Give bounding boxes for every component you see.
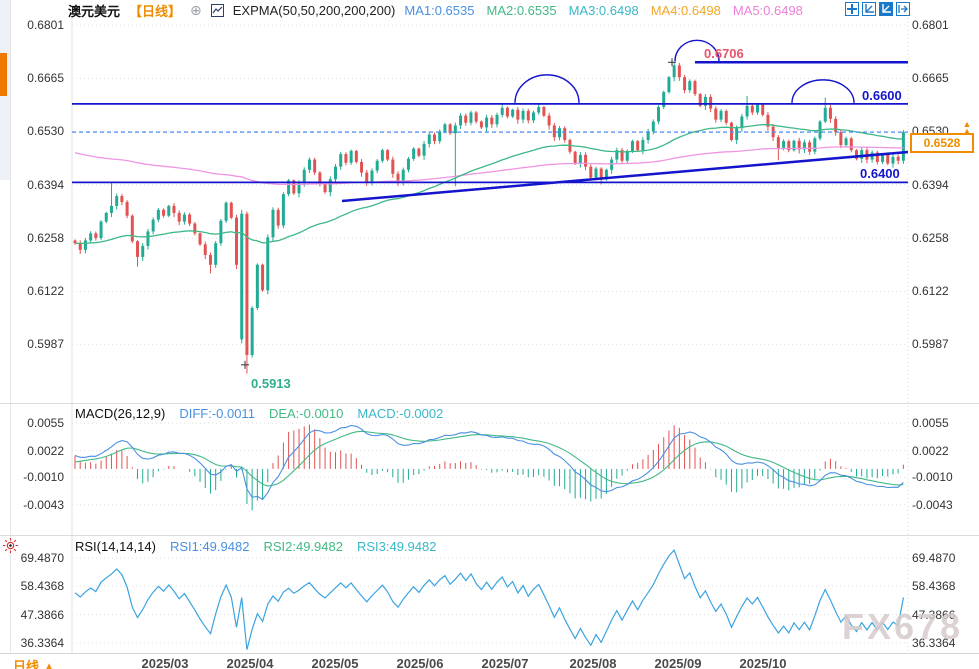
indicator-title[interactable]: EXPMA(50,50,200,200,200) — [232, 2, 396, 18]
rsi-value-label: RSI2:49.9482 — [263, 539, 343, 554]
axis-tick-label: 0.0022 — [27, 443, 64, 458]
period-selector[interactable]: 日线 ▲ — [13, 659, 56, 669]
axis-tick-label: 58.4368 — [912, 579, 956, 594]
axis-tick-label: -0.0010 — [23, 470, 64, 485]
date-tick-label: 2025/09 — [654, 656, 702, 669]
axis-tick-label: 47.3866 — [912, 607, 956, 622]
axis-tick-label: -0.0043 — [23, 497, 64, 512]
price-up-arrows-icon: ▲ ▲ — [962, 119, 972, 137]
axis-tick-label: 0.6258 — [27, 231, 64, 246]
upper-level-label[interactable]: 0.6600 — [862, 87, 902, 103]
axis-scale-tool-icon[interactable] — [862, 2, 876, 16]
axis-tick-label: 0.0055 — [27, 416, 64, 431]
crash-low-label: 0.5913 — [251, 376, 291, 392]
ma-legend: MA1:0.6535 MA2:0.6535 MA3:0.6498 MA4:0.6498… — [404, 3, 803, 18]
axis-tick-label: 58.4368 — [20, 579, 64, 594]
ma-value-label: MA1:0.6535 — [404, 2, 475, 18]
date-tick-label: 2025/07 — [481, 656, 529, 669]
date-tick-label: 2025/06 — [396, 656, 444, 669]
axis-tick-label: 0.6394 — [27, 177, 64, 192]
macd-name[interactable]: MACD(26,12,9) — [75, 406, 166, 421]
axis-tick-label: 36.3364 — [20, 635, 64, 650]
resistance-level-label[interactable]: 0.6706 — [704, 46, 744, 62]
axis-tick-label: 0.5987 — [27, 337, 64, 352]
crosshair-tool-icon[interactable] — [845, 2, 859, 16]
period-tag[interactable]: 【日线】 — [129, 3, 182, 19]
bottom-bar: 日线 ▲ 2025/03 2025/04 2025/05 2025/06 2025/07… — [0, 653, 979, 669]
date-tick-label: 2025/05 — [311, 656, 359, 669]
axis-tick-label: 0.6801 — [27, 18, 64, 32]
date-tick-label: 2025/10 — [739, 656, 787, 669]
axis-tick-label: 0.6530 — [27, 124, 64, 139]
ma-value-label: MA5:0.6498 — [732, 2, 803, 18]
macd-value-label: MACD:-0.0002 — [357, 406, 444, 421]
axis-tick-label: 0.5987 — [912, 337, 949, 352]
axis-tick-label: 0.6665 — [912, 71, 949, 86]
macd-value-label: DIFF:-0.0011 — [179, 406, 255, 421]
axis-tick-label: 36.3364 — [912, 635, 956, 650]
macd-legend: MACD(26,12,9) DIFF:-0.0011 DEA:-0.0010 MAC… — [75, 406, 443, 421]
axis-tick-label: -0.0010 — [912, 470, 953, 485]
rsi-value-label: RSI1:49.9482 — [169, 539, 250, 554]
date-tick-label: 2025/04 — [226, 656, 274, 669]
rsi-legend: RSI(14,14,14) RSI1:49.9482 RSI2:49.9482 RS… — [75, 539, 436, 554]
chart-header: 澳元美元 【日线】 ⊕ EXPMA(50,50,200,200,200) MA1… — [68, 1, 803, 19]
axis-tick-label: 0.0055 — [912, 416, 949, 431]
axis-scale-active-tool-icon[interactable] — [879, 2, 893, 16]
axis-tick-label: -0.0043 — [912, 497, 953, 512]
ma-value-label: MA4:0.6498 — [650, 2, 721, 18]
axis-tick-label: 0.6122 — [27, 284, 64, 299]
axis-tick-label: 0.6394 — [912, 177, 949, 192]
date-tick-label: 2025/03 — [141, 656, 189, 669]
left-sidebar — [0, 0, 11, 653]
last-price-tag: 0.6528 — [910, 133, 974, 154]
watermark: FX678 — [842, 606, 964, 647]
date-tick-label: 2025/08 — [569, 656, 617, 669]
rsi-name[interactable]: RSI(14,14,14) — [75, 539, 156, 554]
chart-toolbar — [845, 2, 910, 16]
symbol-title: 澳元美元 — [68, 3, 121, 19]
axis-tick-label: 0.0022 — [912, 443, 949, 458]
axis-tick-label: 0.6665 — [27, 71, 64, 86]
axis-tick-label: 69.4870 — [912, 551, 956, 565]
rsi-alert-icon[interactable] — [2, 537, 19, 554]
axis-tick-label: 47.3866 — [20, 607, 64, 622]
rsi-value-label: RSI3:49.9482 — [356, 539, 437, 554]
ma-value-label: MA2:0.6535 — [486, 2, 557, 18]
axis-tick-label: 0.6801 — [912, 18, 949, 32]
axis-tick-label: 0.6122 — [912, 284, 949, 299]
lower-level-label[interactable]: 0.6400 — [860, 166, 900, 182]
axis-tick-label: 0.6258 — [912, 231, 949, 246]
indicator-chart-icon — [210, 3, 224, 17]
exit-drawing-tool-icon[interactable] — [896, 2, 910, 16]
axis-tick-label: 69.4870 — [20, 551, 64, 565]
sidebar-active-marker[interactable] — [0, 53, 7, 96]
ma-value-label: MA3:0.6498 — [568, 2, 639, 18]
macd-value-label: DEA:-0.0010 — [268, 406, 344, 421]
add-indicator-icon[interactable]: ⊕ — [190, 1, 202, 18]
